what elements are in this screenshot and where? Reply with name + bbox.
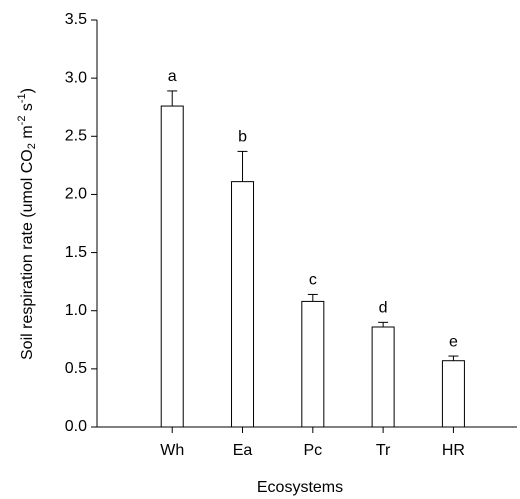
bar [231,181,255,428]
y-label-part: -1 [16,93,28,103]
annotation: e [449,333,458,350]
y-label-part: s [19,103,36,115]
bar [441,360,465,428]
y-tick-label: 0.5 [65,360,87,377]
y-tick-label: 1.5 [65,244,87,261]
bar [371,326,395,428]
y-tick-label: 2.5 [65,128,87,145]
y-tick-label: 0.0 [65,418,87,435]
y-tick-label: 3.0 [65,69,87,86]
bar [160,105,184,428]
x-axis-label: Ecosystems [257,479,343,496]
y-label-part: ) [19,88,36,93]
y-label-part: 2 [26,143,38,149]
y-tick-label: 2.0 [65,186,87,203]
y-label-part: -2 [16,116,28,126]
annotation: b [238,129,247,146]
y-label-part: m [19,125,36,143]
y-tick-label: 1.0 [65,302,87,319]
x-tick-label: Pc [303,442,322,459]
x-tick-label: Wh [160,442,184,459]
annotation: c [309,272,317,289]
x-tick-label: Tr [376,442,391,459]
bar [301,300,325,428]
x-tick-label: HR [442,442,465,459]
y-label-part: Soil respiration rate (umol CO [19,149,36,360]
annotation: a [168,68,177,85]
y-axis-label: Soil respiration rate (umol CO2 m-2 s-1) [16,88,38,360]
y-tick-label: 3.5 [65,11,87,28]
annotation: d [379,300,388,317]
x-tick-label: Ea [233,442,253,459]
